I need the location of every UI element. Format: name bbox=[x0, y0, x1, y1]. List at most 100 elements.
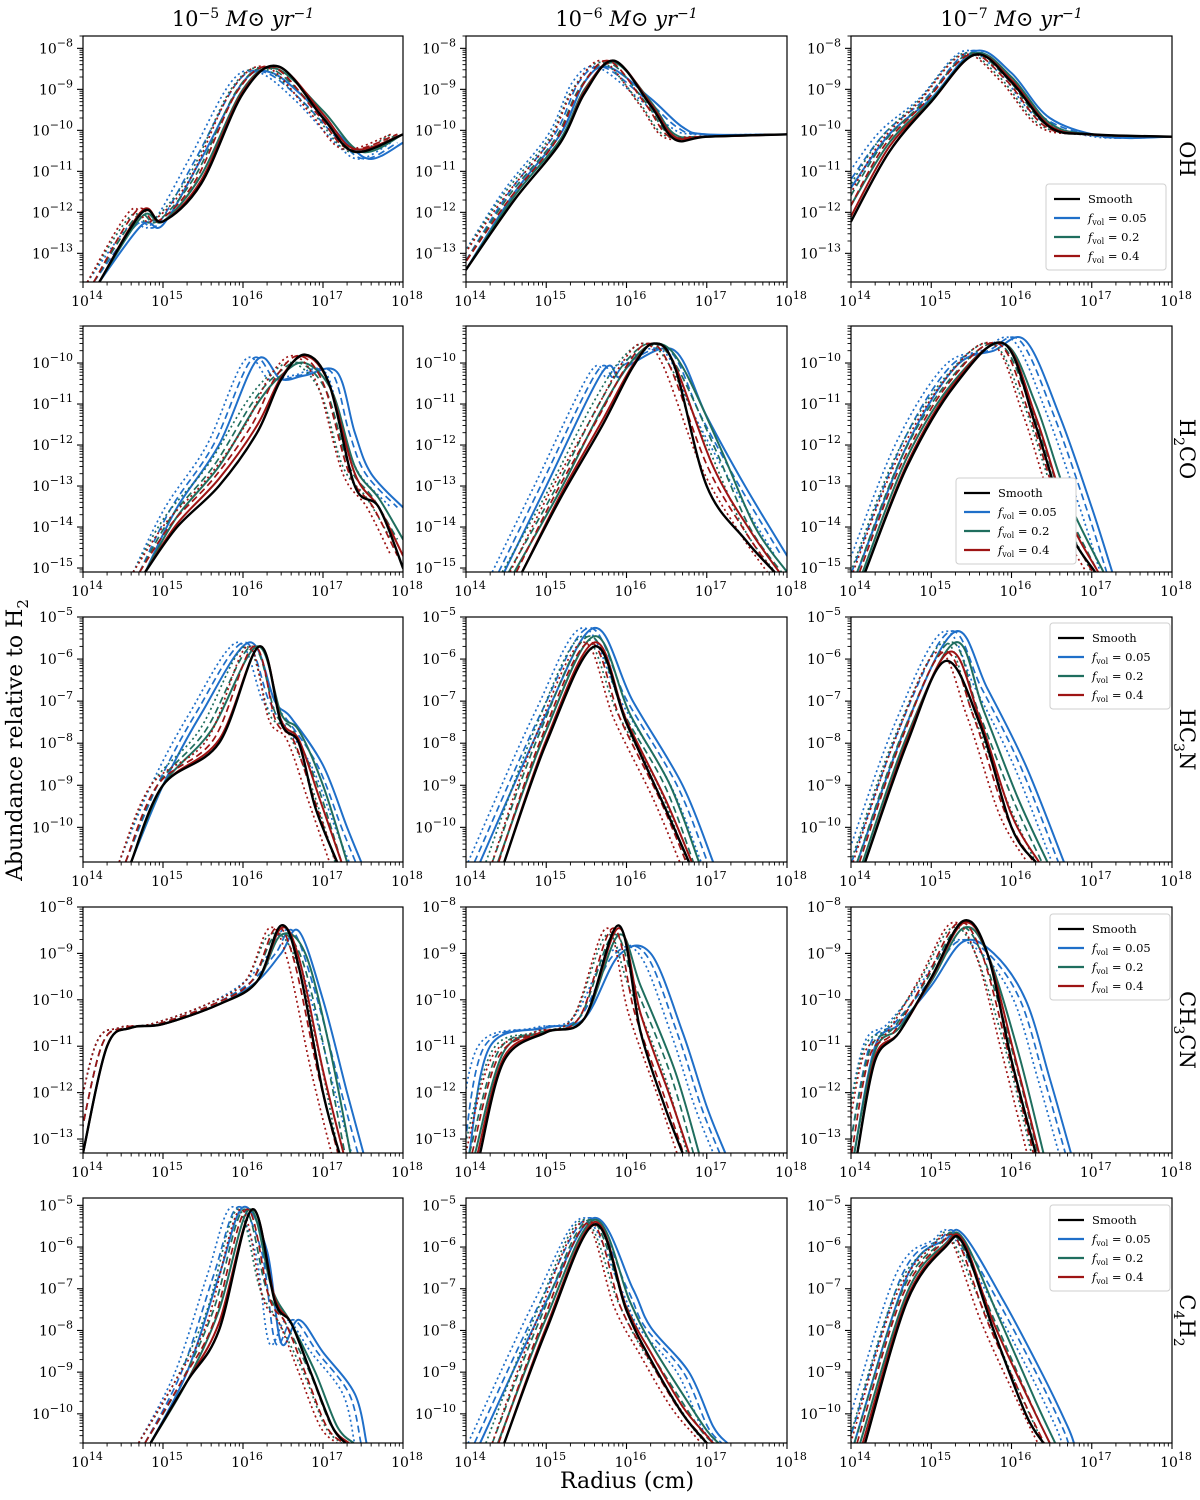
y-tick-label: 10−10 bbox=[415, 351, 456, 372]
y-tick-label: 10−10 bbox=[800, 815, 841, 836]
series-line-dotted bbox=[86, 66, 392, 282]
y-tick-label: 10−13 bbox=[32, 241, 73, 262]
series-line-dotted bbox=[851, 1233, 1039, 1443]
panel-h2co-2: 1014 1015 1016 1017 1018 10−15 10−14 10−13 10−12… bbox=[415, 325, 807, 600]
series-line-fvol bbox=[856, 630, 1065, 862]
series-line-fvol bbox=[853, 938, 1072, 1153]
x-tick-label: 1014 bbox=[454, 1450, 486, 1471]
y-tick-label: 10−11 bbox=[32, 392, 73, 413]
y-tick-label: 10−8 bbox=[807, 1318, 841, 1339]
x-tick-label: 1017 bbox=[311, 579, 343, 600]
x-tick-label: 1014 bbox=[839, 1450, 871, 1471]
y-tick-label: 10−5 bbox=[807, 605, 841, 626]
series-line-dotted bbox=[851, 336, 1102, 572]
column-title: 10−6 M⊙ yr−1 bbox=[555, 6, 697, 31]
series-line-dotted bbox=[132, 354, 392, 572]
series-line-fvol bbox=[83, 932, 352, 1153]
series-line-dotted bbox=[83, 926, 333, 1153]
x-tick-label: 1016 bbox=[1000, 289, 1032, 310]
x-tick-label: 1015 bbox=[534, 1160, 566, 1181]
panel-frame bbox=[465, 1197, 788, 1444]
legend-label: fvol = 0.05 bbox=[1087, 211, 1147, 227]
y-tick-label: 10−13 bbox=[415, 1127, 456, 1148]
x-tick-label: 1016 bbox=[231, 1450, 263, 1471]
series-line-dashed bbox=[93, 66, 398, 282]
series-line-fvol bbox=[98, 69, 403, 282]
y-tick-label: 10−9 bbox=[39, 77, 73, 98]
y-tick-label: 10−6 bbox=[39, 647, 73, 668]
series-line-dashed bbox=[466, 65, 782, 263]
series-line-dashed bbox=[124, 645, 337, 862]
series-line-dashed bbox=[466, 944, 721, 1153]
x-tick-label: 1018 bbox=[391, 1450, 423, 1471]
y-tick-label: 10−13 bbox=[800, 1127, 841, 1148]
series-group bbox=[851, 49, 1172, 223]
y-tick-label: 10−7 bbox=[807, 1277, 841, 1298]
y-tick-label: 10−11 bbox=[415, 392, 456, 413]
y-tick-label: 10−10 bbox=[32, 351, 73, 372]
panel-frame bbox=[850, 616, 1173, 863]
series-line-smooth bbox=[98, 64, 403, 282]
y-tick-label: 10−10 bbox=[32, 1402, 73, 1423]
legend-label: fvol = 0.2 bbox=[1087, 230, 1139, 246]
series-line-dashed bbox=[507, 342, 783, 572]
legend-label: fvol = 0.4 bbox=[1091, 979, 1143, 995]
series-line-dotted bbox=[86, 69, 392, 282]
series-line-fvol bbox=[144, 356, 403, 572]
series-line-dotted bbox=[491, 641, 681, 862]
panel-frame bbox=[850, 906, 1173, 1154]
x-tick-label: 1014 bbox=[71, 1450, 103, 1471]
y-tick-label: 10−15 bbox=[32, 556, 73, 577]
panel-frame bbox=[850, 325, 1173, 573]
series-line-dotted bbox=[466, 61, 775, 253]
y-tick-label: 10−8 bbox=[422, 36, 456, 57]
row-label: CH3CN bbox=[1170, 991, 1199, 1069]
y-tick-label: 10−11 bbox=[800, 1034, 841, 1055]
series-line-dotted bbox=[466, 933, 688, 1153]
series-line-dashed bbox=[83, 932, 346, 1153]
series-line-dashed bbox=[851, 926, 1039, 1153]
y-tick-label: 10−7 bbox=[422, 689, 456, 710]
x-tick-label: 1015 bbox=[534, 579, 566, 600]
series-line-dashed bbox=[93, 65, 398, 282]
y-tick-label: 10−6 bbox=[39, 1235, 73, 1256]
x-tick-label: 1017 bbox=[695, 579, 727, 600]
x-tick-label: 1015 bbox=[151, 1160, 183, 1181]
panel-frame bbox=[82, 325, 404, 573]
y-tick-label: 10−10 bbox=[32, 118, 73, 139]
series-line-fvol bbox=[859, 1231, 1057, 1443]
y-tick-label: 10−12 bbox=[800, 433, 841, 454]
x-tick-label: 1018 bbox=[1160, 1450, 1192, 1471]
y-tick-label: 10−12 bbox=[415, 1081, 456, 1102]
panel-frame bbox=[465, 906, 788, 1154]
series-line-smooth bbox=[863, 659, 1037, 862]
x-tick-label: 1017 bbox=[311, 289, 343, 310]
series-line-fvol bbox=[466, 65, 787, 271]
x-tick-label: 1017 bbox=[695, 289, 727, 310]
legend-label: fvol = 0.4 bbox=[1091, 688, 1143, 704]
series-line-dotted bbox=[137, 1208, 338, 1443]
series-group bbox=[137, 1206, 368, 1443]
y-tick-label: 10−8 bbox=[807, 731, 841, 752]
series-line-dotted bbox=[466, 927, 678, 1153]
x-tick-label: 1015 bbox=[919, 1450, 951, 1471]
legend-box bbox=[1049, 913, 1171, 1001]
x-tick-label: 1017 bbox=[695, 1160, 727, 1181]
y-tick-label: 10−9 bbox=[807, 773, 841, 794]
y-tick-label: 10−12 bbox=[415, 433, 456, 454]
y-tick-label: 10−11 bbox=[415, 159, 456, 180]
y-tick-label: 10−8 bbox=[422, 895, 456, 916]
series-line-dotted bbox=[851, 1231, 1044, 1443]
y-tick-label: 10−11 bbox=[32, 159, 73, 180]
x-axis-label: Radius (cm) bbox=[560, 1469, 694, 1494]
x-tick-label: 1018 bbox=[1160, 869, 1192, 890]
legend-label: fvol = 0.2 bbox=[1091, 960, 1143, 976]
y-tick-label: 10−10 bbox=[32, 988, 73, 1009]
panel-c4h2-3: 1014 1015 1016 1017 1018 10−10 10−9 10−8 10−7 10−… bbox=[800, 1193, 1192, 1471]
series-group bbox=[118, 641, 363, 862]
series-line-dashed bbox=[851, 938, 1067, 1153]
x-tick-label: 1014 bbox=[71, 579, 103, 600]
series-line-dashed bbox=[497, 347, 783, 572]
series-line-smooth bbox=[83, 924, 341, 1153]
series-line-dashed bbox=[144, 1208, 344, 1443]
